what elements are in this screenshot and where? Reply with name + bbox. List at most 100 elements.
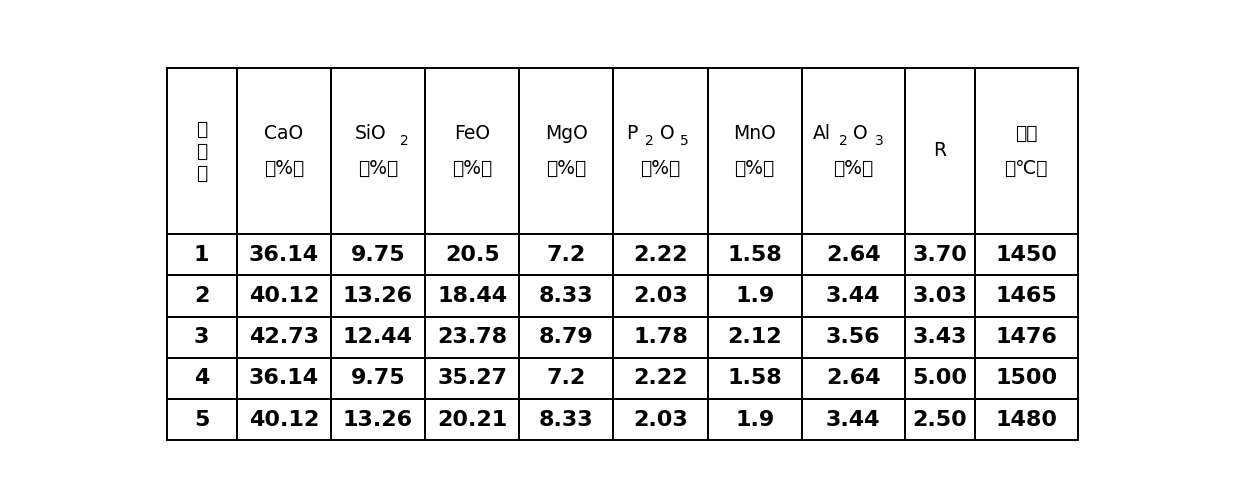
Bar (802, 399, 904, 440)
Bar (802, 68, 904, 234)
Bar (425, 234, 520, 275)
Text: 1500: 1500 (994, 369, 1058, 388)
Bar (802, 275, 904, 316)
Text: 2.12: 2.12 (728, 327, 782, 347)
Bar (331, 275, 425, 316)
Bar (802, 234, 904, 275)
Text: 9.75: 9.75 (351, 369, 405, 388)
Text: 实
施
例: 实 施 例 (196, 120, 207, 183)
Bar (975, 358, 1078, 399)
Bar (904, 316, 975, 358)
Text: 40.12: 40.12 (249, 286, 319, 306)
Bar (237, 68, 331, 234)
Text: （%）: （%） (640, 159, 681, 178)
Text: 5: 5 (193, 410, 210, 430)
Text: 1476: 1476 (996, 327, 1056, 347)
Bar (614, 275, 708, 316)
Bar (904, 399, 975, 440)
Bar (166, 399, 237, 440)
Text: 2.22: 2.22 (634, 245, 688, 265)
Bar (425, 399, 520, 440)
Bar (520, 68, 614, 234)
Bar (614, 399, 708, 440)
Bar (520, 275, 614, 316)
Text: （%）: （%） (546, 159, 587, 178)
Bar (975, 316, 1078, 358)
Text: 36.14: 36.14 (249, 369, 319, 388)
Bar (708, 234, 802, 275)
Text: 23.78: 23.78 (436, 327, 507, 347)
Text: FeO: FeO (454, 124, 490, 143)
Bar (331, 68, 425, 234)
Text: 3: 3 (874, 134, 883, 148)
Text: 42.73: 42.73 (249, 327, 319, 347)
Text: 2: 2 (838, 134, 847, 148)
Text: （%）: （%） (833, 159, 873, 178)
Text: 1480: 1480 (996, 410, 1058, 430)
Bar (520, 358, 614, 399)
Text: 20.5: 20.5 (445, 245, 500, 265)
Text: 1.9: 1.9 (735, 410, 774, 430)
Text: 1450: 1450 (996, 245, 1056, 265)
Bar (614, 358, 708, 399)
Bar (425, 358, 520, 399)
Text: 2.50: 2.50 (913, 410, 967, 430)
Text: （%）: （%） (453, 159, 492, 178)
Text: 3.44: 3.44 (826, 286, 880, 306)
Bar (614, 68, 708, 234)
Text: 36.14: 36.14 (249, 245, 319, 265)
Text: 2: 2 (193, 286, 210, 306)
Text: 7.2: 7.2 (547, 245, 587, 265)
Text: 5: 5 (680, 134, 688, 148)
Bar (975, 68, 1078, 234)
Bar (708, 275, 802, 316)
Text: 35.27: 35.27 (438, 369, 507, 388)
Text: 3.03: 3.03 (913, 286, 967, 306)
Text: 3.56: 3.56 (826, 327, 880, 347)
Bar (166, 275, 237, 316)
Text: 2: 2 (401, 134, 409, 148)
Bar (708, 68, 802, 234)
Text: 3: 3 (193, 327, 210, 347)
Bar (975, 275, 1078, 316)
Bar (708, 358, 802, 399)
Bar (520, 399, 614, 440)
Text: Al: Al (813, 124, 831, 143)
Text: 1.78: 1.78 (634, 327, 688, 347)
Bar (331, 234, 425, 275)
Text: 2.64: 2.64 (826, 369, 880, 388)
Text: 8.79: 8.79 (539, 327, 594, 347)
Text: 2.22: 2.22 (634, 369, 688, 388)
Bar (331, 316, 425, 358)
Text: 4: 4 (193, 369, 210, 388)
Bar (614, 316, 708, 358)
Bar (425, 68, 520, 234)
Text: 9.75: 9.75 (351, 245, 405, 265)
Text: R: R (932, 141, 946, 161)
Bar (520, 316, 614, 358)
Text: 1.58: 1.58 (728, 245, 782, 265)
Bar (708, 399, 802, 440)
Text: P: P (626, 124, 637, 143)
Bar (614, 234, 708, 275)
Text: 2.03: 2.03 (634, 286, 688, 306)
Bar (975, 399, 1078, 440)
Text: 3.43: 3.43 (913, 327, 967, 347)
Text: 2.64: 2.64 (826, 245, 880, 265)
Bar (331, 399, 425, 440)
Bar (904, 358, 975, 399)
Text: （%）: （%） (358, 159, 398, 178)
Text: 1465: 1465 (996, 286, 1056, 306)
Text: 13.26: 13.26 (343, 286, 413, 306)
Bar (237, 399, 331, 440)
Text: O: O (853, 124, 868, 143)
Text: 18.44: 18.44 (436, 286, 507, 306)
Text: 3.44: 3.44 (826, 410, 880, 430)
Text: 熔点: 熔点 (1014, 124, 1038, 143)
Bar (708, 316, 802, 358)
Bar (237, 316, 331, 358)
Bar (425, 316, 520, 358)
Bar (425, 275, 520, 316)
Bar (904, 234, 975, 275)
Text: MgO: MgO (544, 124, 588, 143)
